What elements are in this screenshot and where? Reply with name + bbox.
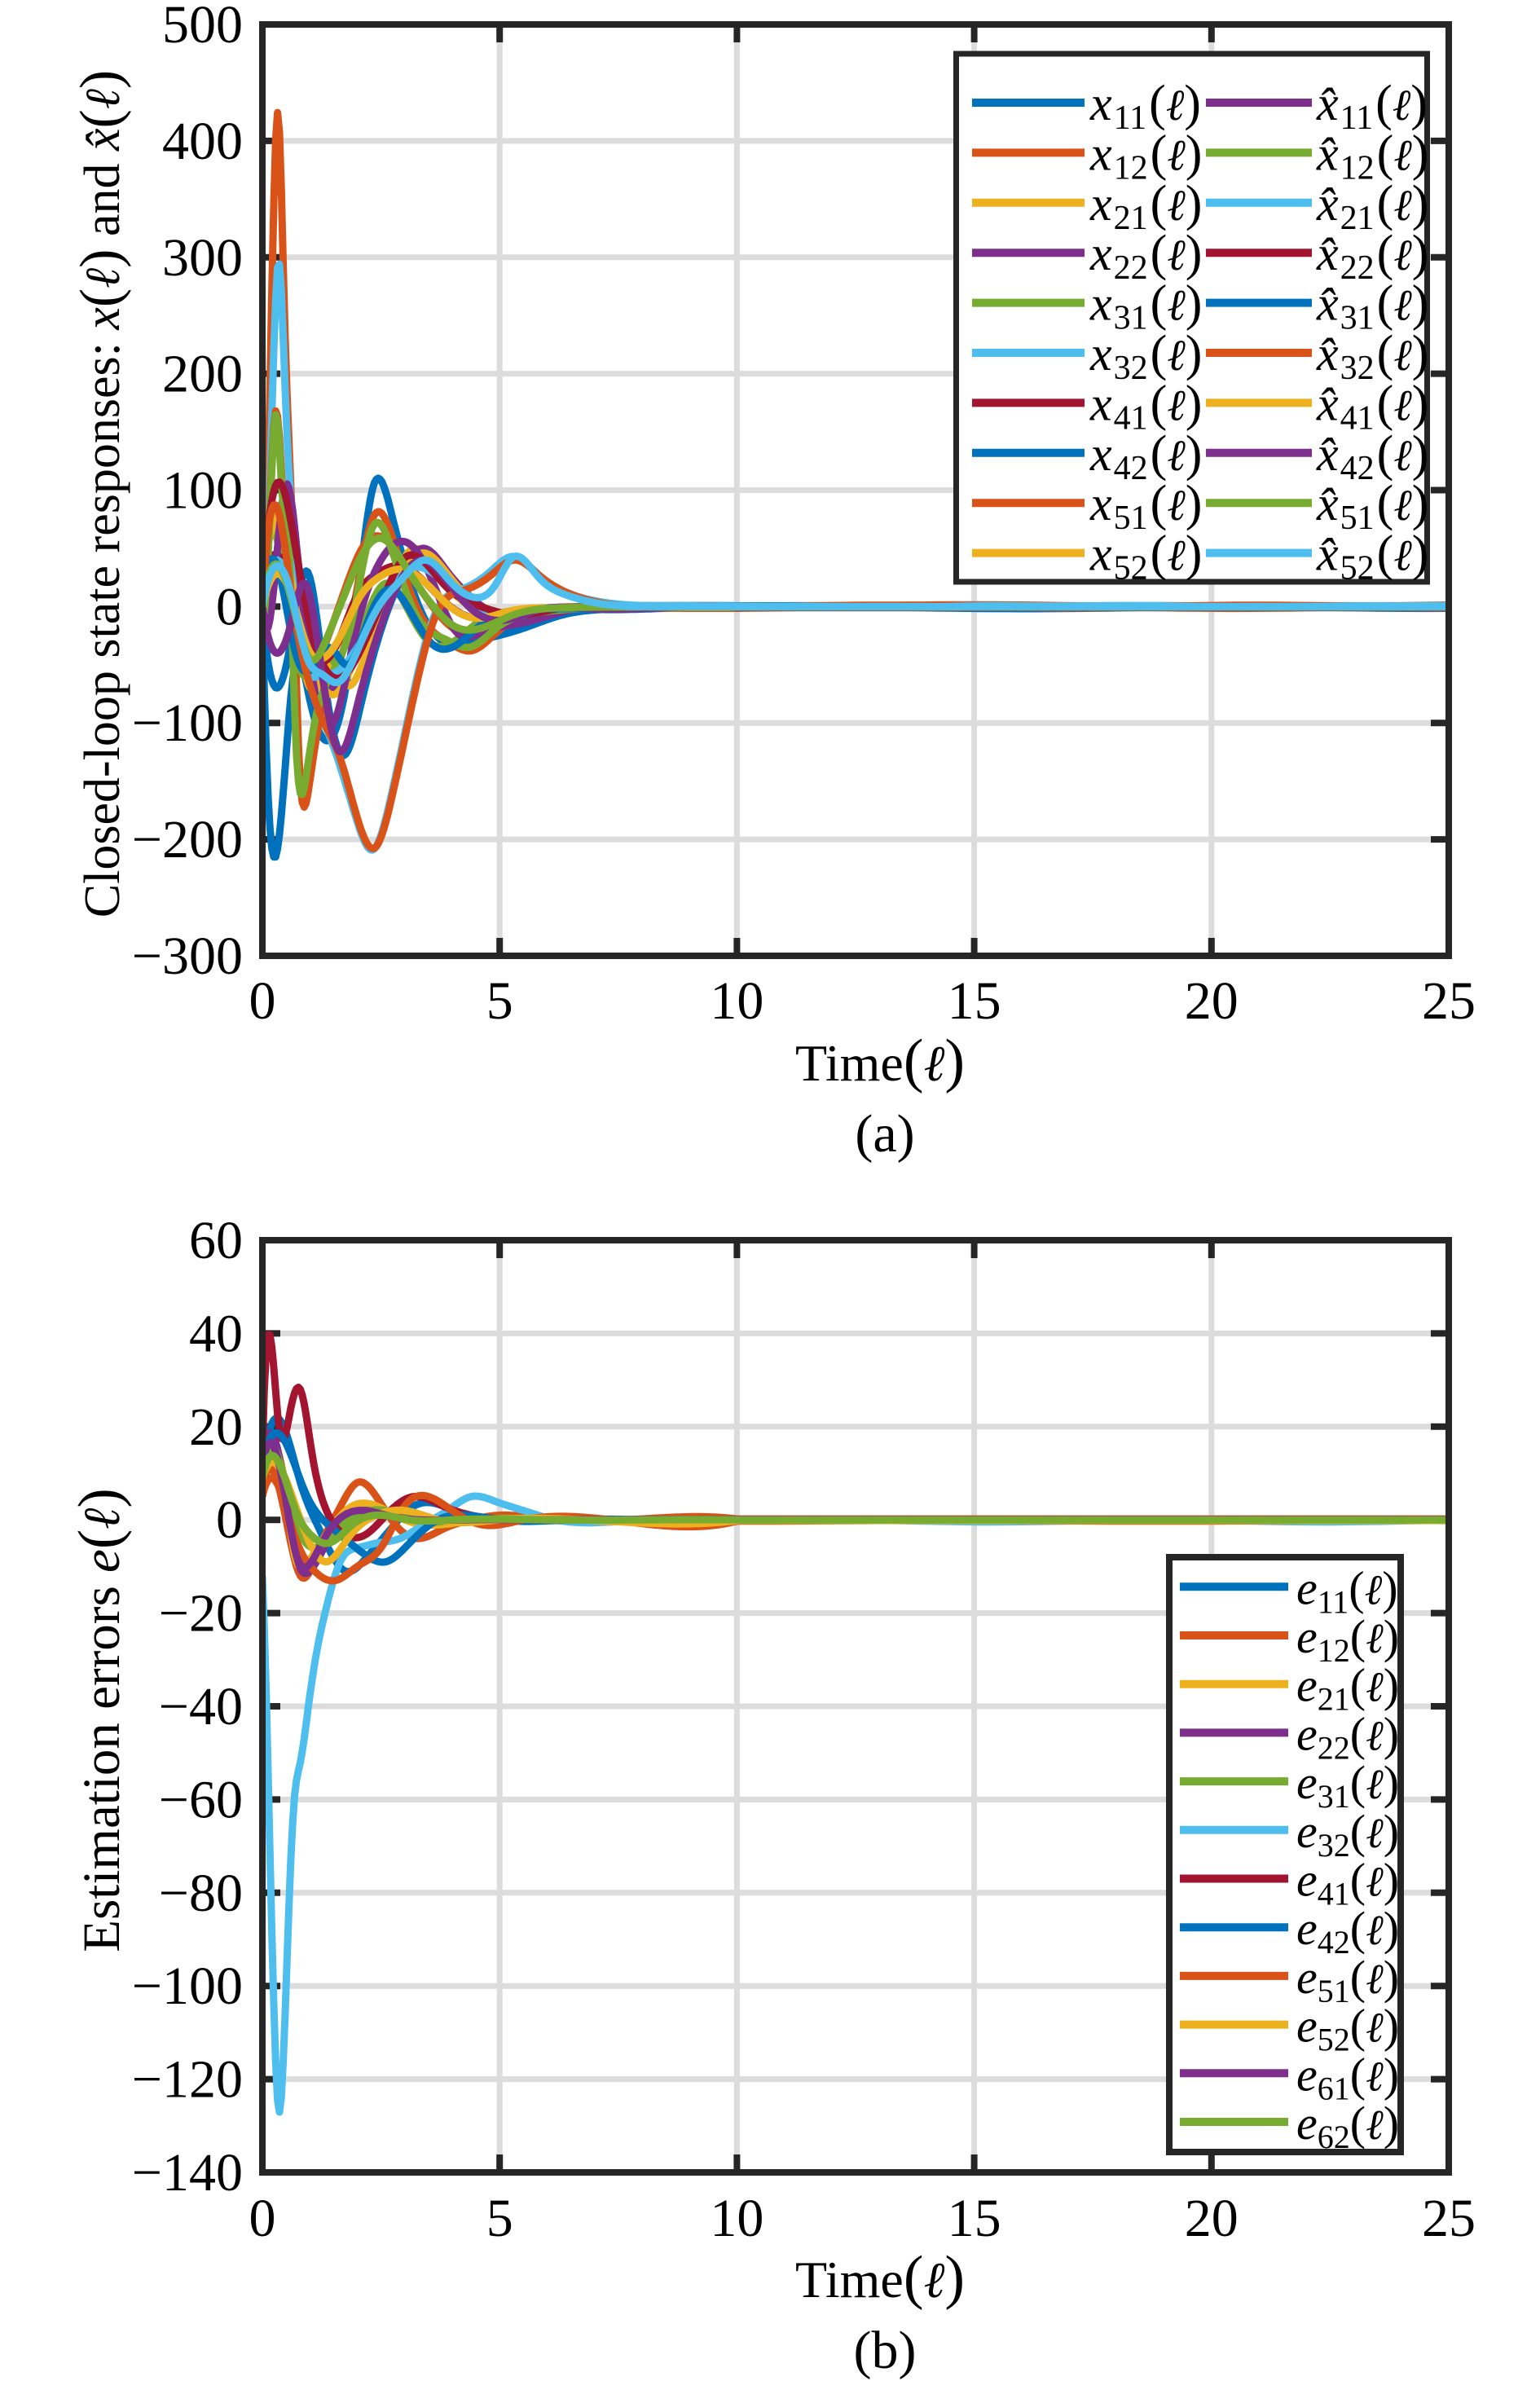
svg-text:x̂11(ℓ): x̂11(ℓ) (1316, 76, 1428, 137)
svg-text:−80: −80 (159, 1864, 243, 1923)
svg-text:−60: −60 (159, 1770, 243, 1829)
svg-text:e41(ℓ): e41(ℓ) (1296, 1854, 1399, 1912)
svg-text:0: 0 (249, 2189, 276, 2248)
svg-text:Estimation errors e(ℓ): Estimation errors e(ℓ) (66, 1488, 132, 1952)
svg-text:x̂52(ℓ): x̂52(ℓ) (1316, 526, 1428, 588)
svg-text:e52(ℓ): e52(ℓ) (1296, 2000, 1399, 2058)
svg-text:400: 400 (162, 112, 243, 171)
svg-text:300: 300 (162, 228, 243, 288)
svg-text:100: 100 (162, 461, 243, 521)
svg-text:x52(ℓ): x52(ℓ) (1089, 526, 1202, 588)
svg-text:(b): (b) (854, 2321, 917, 2380)
svg-text:x41(ℓ): x41(ℓ) (1089, 376, 1202, 437)
svg-text:25: 25 (1422, 971, 1476, 1031)
svg-text:−100: −100 (132, 1956, 243, 2016)
svg-text:e62(ℓ): e62(ℓ) (1296, 2097, 1399, 2155)
svg-text:(a): (a) (855, 1104, 914, 1164)
svg-text:x11(ℓ): x11(ℓ) (1089, 76, 1201, 137)
svg-text:x21(ℓ): x21(ℓ) (1089, 176, 1202, 237)
svg-text:e31(ℓ): e31(ℓ) (1296, 1756, 1399, 1815)
svg-text:40: 40 (189, 1304, 243, 1363)
svg-text:x42(ℓ): x42(ℓ) (1089, 426, 1202, 487)
svg-text:−140: −140 (132, 2143, 243, 2203)
svg-text:Time(ℓ): Time(ℓ) (795, 2244, 965, 2311)
svg-text:x̂12(ℓ): x̂12(ℓ) (1316, 125, 1428, 187)
svg-text:x22(ℓ): x22(ℓ) (1089, 226, 1202, 287)
svg-text:−120: −120 (132, 2050, 243, 2110)
svg-text:e42(ℓ): e42(ℓ) (1296, 1902, 1399, 1961)
svg-text:x̂31(ℓ): x̂31(ℓ) (1316, 276, 1428, 337)
svg-text:x12(ℓ): x12(ℓ) (1089, 125, 1202, 187)
svg-text:−20: −20 (159, 1584, 243, 1644)
svg-text:0: 0 (216, 1490, 243, 1550)
svg-text:e51(ℓ): e51(ℓ) (1296, 1951, 1399, 2009)
svg-text:x31(ℓ): x31(ℓ) (1089, 276, 1202, 337)
svg-text:x51(ℓ): x51(ℓ) (1089, 476, 1202, 537)
svg-text:500: 500 (162, 0, 243, 55)
svg-text:10: 10 (710, 971, 763, 1031)
svg-text:x̂22(ℓ): x̂22(ℓ) (1316, 226, 1428, 287)
svg-text:0: 0 (216, 577, 243, 636)
svg-text:e32(ℓ): e32(ℓ) (1296, 1805, 1399, 1864)
svg-text:e61(ℓ): e61(ℓ) (1296, 2048, 1399, 2106)
svg-text:200: 200 (162, 345, 243, 404)
svg-text:e21(ℓ): e21(ℓ) (1296, 1659, 1399, 1718)
svg-text:−100: −100 (132, 693, 243, 753)
svg-text:x̂51(ℓ): x̂51(ℓ) (1316, 476, 1428, 537)
svg-text:10: 10 (710, 2189, 763, 2248)
svg-text:−40: −40 (159, 1677, 243, 1736)
svg-text:15: 15 (948, 971, 1001, 1031)
svg-text:0: 0 (249, 971, 276, 1031)
svg-text:60: 60 (189, 1211, 243, 1270)
svg-text:x̂41(ℓ): x̂41(ℓ) (1316, 376, 1428, 437)
svg-text:e22(ℓ): e22(ℓ) (1296, 1707, 1399, 1766)
svg-text:Closed-loop state responses: x: Closed-loop state responses: x(ℓ) and x̂… (69, 70, 132, 918)
svg-text:15: 15 (948, 2189, 1001, 2248)
svg-text:5: 5 (486, 2189, 513, 2248)
svg-text:5: 5 (486, 971, 513, 1031)
svg-text:20: 20 (189, 1397, 243, 1457)
svg-text:x̂21(ℓ): x̂21(ℓ) (1316, 176, 1428, 237)
svg-text:x32(ℓ): x32(ℓ) (1089, 326, 1202, 387)
svg-text:e12(ℓ): e12(ℓ) (1296, 1610, 1399, 1669)
svg-text:e11(ℓ): e11(ℓ) (1296, 1561, 1398, 1620)
svg-text:25: 25 (1422, 2189, 1476, 2248)
svg-text:−300: −300 (132, 926, 243, 986)
svg-text:Time(ℓ): Time(ℓ) (795, 1028, 965, 1094)
svg-text:x̂32(ℓ): x̂32(ℓ) (1316, 326, 1428, 387)
svg-text:20: 20 (1185, 2189, 1239, 2248)
svg-text:x̂42(ℓ): x̂42(ℓ) (1316, 426, 1428, 487)
svg-text:20: 20 (1185, 971, 1239, 1031)
svg-text:−200: −200 (132, 810, 243, 869)
